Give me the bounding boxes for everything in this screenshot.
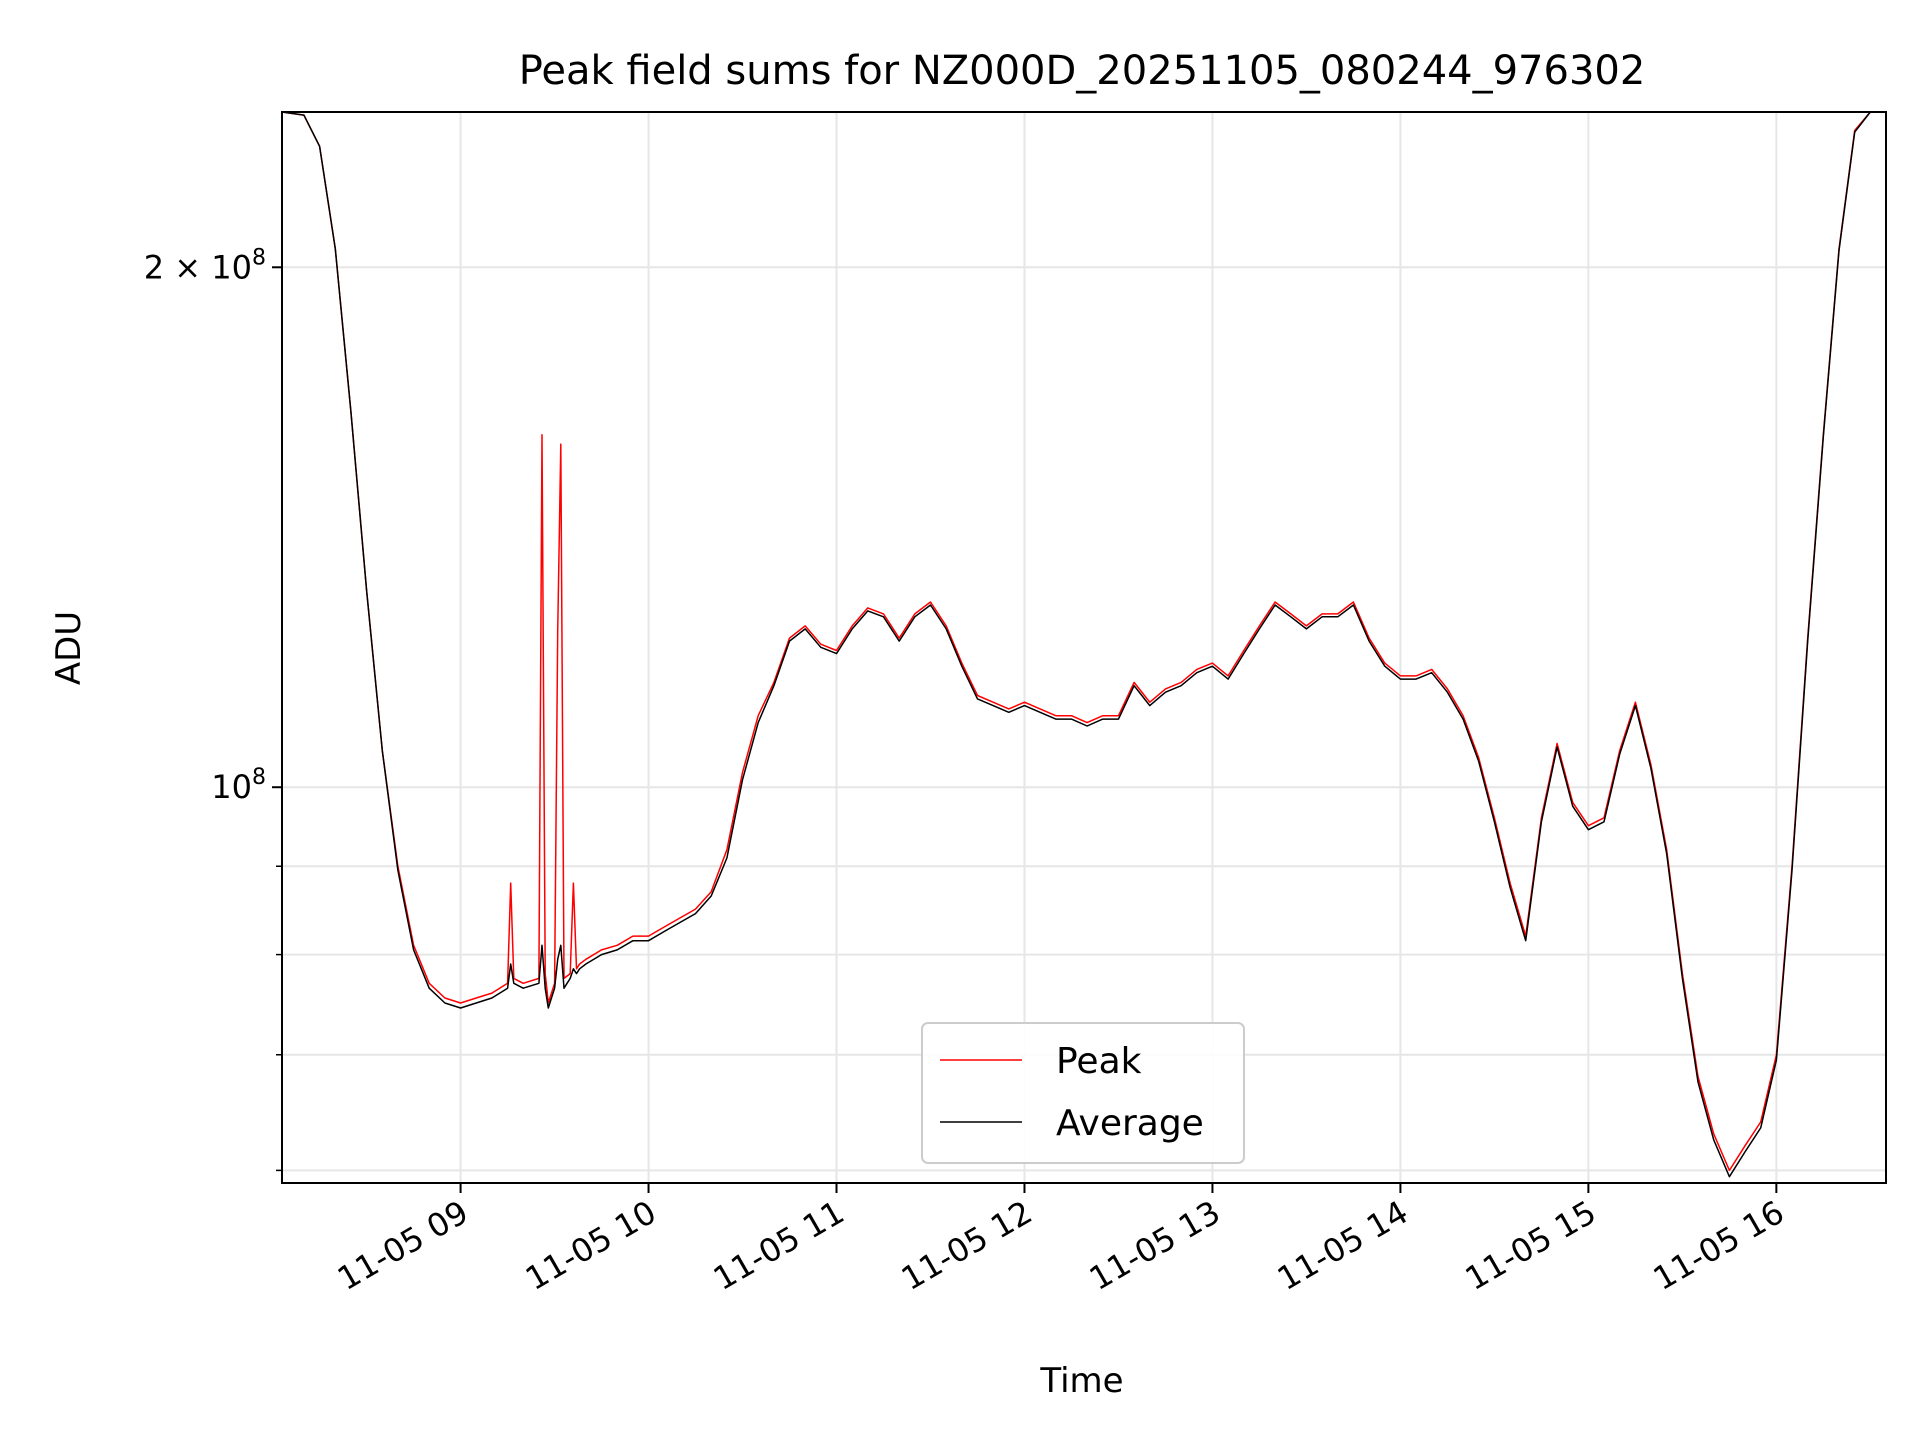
series-group — [281, 111, 1886, 1178]
y-tick-exponent: 8 — [252, 765, 266, 790]
chart-title: Peak field sums for NZ000D_20251105_0802… — [519, 48, 1646, 94]
y-tick-label: 2 × 108 — [144, 245, 266, 286]
legend-label-peak: Peak — [1056, 1041, 1142, 1082]
plot-frame — [281, 111, 1887, 1184]
legend-box — [921, 1022, 1245, 1164]
series-line-average — [281, 111, 1886, 1178]
y-tick-base: 2 × 10 — [144, 248, 252, 286]
y-tick-label: 108 — [211, 765, 266, 806]
y-tick-exponent: 8 — [252, 245, 266, 270]
y-tick-base: 10 — [211, 768, 252, 806]
grid — [282, 112, 1886, 1183]
y-axis-label: ADU — [49, 611, 89, 685]
legend-label-average: Average — [1056, 1103, 1204, 1144]
series-line-peak — [281, 111, 1886, 1172]
x-axis-label: Time — [1039, 1361, 1123, 1401]
legend: Peak Average — [921, 1022, 1245, 1164]
